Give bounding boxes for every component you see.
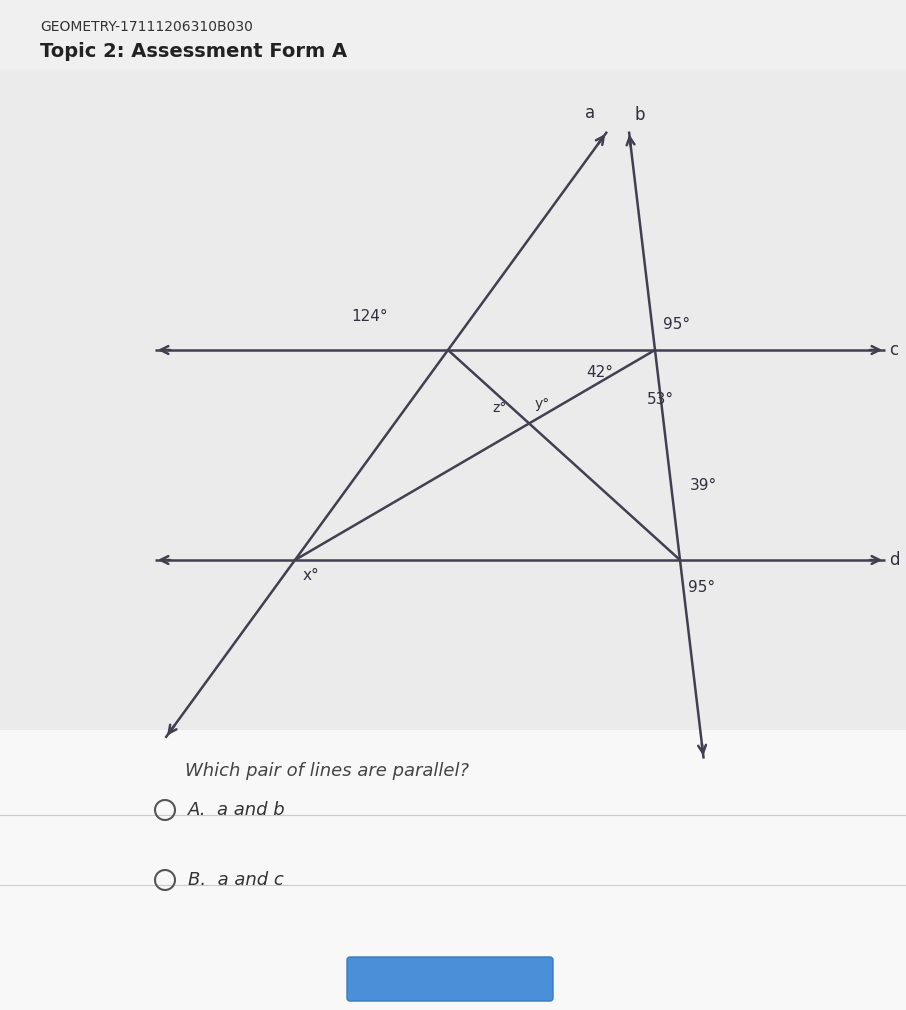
Bar <box>0 0 906 70</box>
Text: d: d <box>889 551 900 569</box>
Text: GEOMETRY-17111206310B030: GEOMETRY-17111206310B030 <box>40 20 253 34</box>
Text: Which pair of lines are parallel?: Which pair of lines are parallel? <box>185 762 469 780</box>
Text: 95°: 95° <box>688 580 715 595</box>
Text: Topic 2: Assessment Form A: Topic 2: Assessment Form A <box>40 42 347 61</box>
Text: B.  a and c: B. a and c <box>188 871 284 889</box>
Text: a: a <box>585 104 595 122</box>
Text: 95°: 95° <box>663 317 690 332</box>
FancyBboxPatch shape <box>347 957 553 1001</box>
Text: y°: y° <box>535 397 549 411</box>
Text: b: b <box>635 105 645 123</box>
Text: 124°: 124° <box>352 309 389 324</box>
Bar <box>0 730 906 1010</box>
Text: 53°: 53° <box>647 392 674 407</box>
Text: z°: z° <box>493 401 507 415</box>
Text: A.  a and b: A. a and b <box>188 801 285 819</box>
Text: 39°: 39° <box>690 478 718 493</box>
Text: x°: x° <box>303 568 320 583</box>
Text: 42°: 42° <box>586 365 613 380</box>
Bar <box>0 0 906 730</box>
Text: c: c <box>889 341 898 359</box>
